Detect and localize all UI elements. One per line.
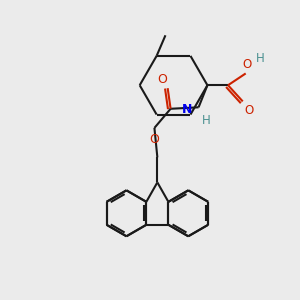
Text: O: O — [244, 104, 254, 117]
Text: H: H — [256, 52, 265, 64]
Text: O: O — [157, 73, 167, 86]
Text: N: N — [182, 103, 192, 116]
Text: O: O — [242, 58, 251, 71]
Text: H: H — [202, 114, 211, 127]
Text: O: O — [149, 133, 159, 146]
